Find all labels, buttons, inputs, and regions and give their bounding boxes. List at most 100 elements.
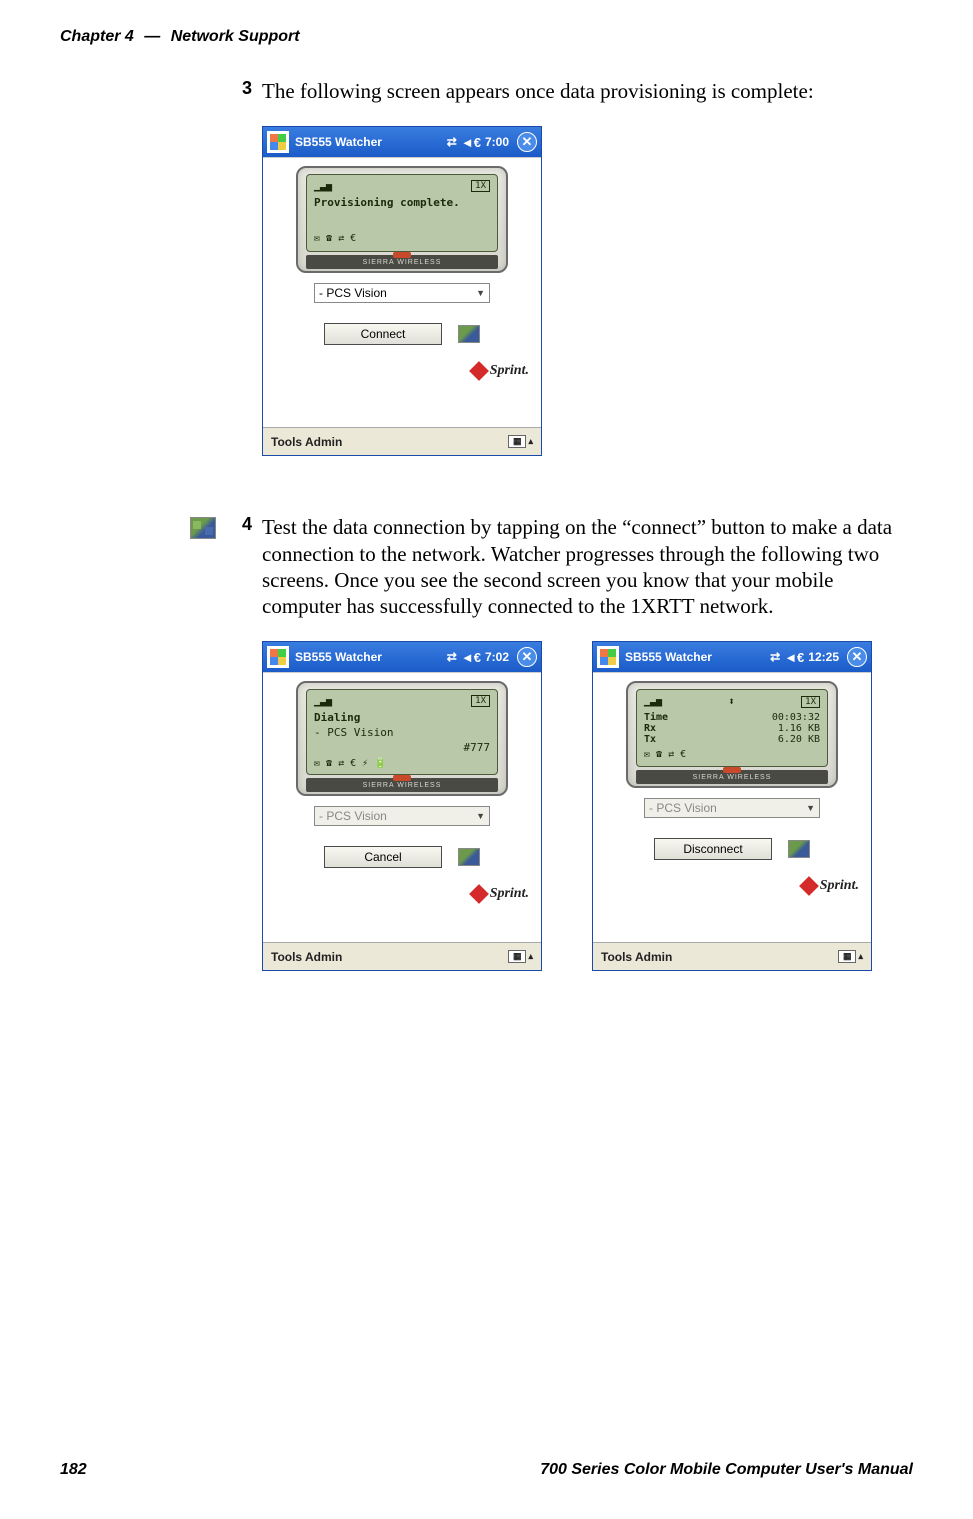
lcd-signal-row: ▁▃▅ 1X — [314, 180, 490, 192]
lcd-status-text: Dialing — [314, 711, 490, 724]
speaker-icon[interactable]: ◄€ — [461, 135, 481, 150]
disconnect-button[interactable]: Disconnect — [654, 838, 772, 860]
stats-time-row: Time 00:03:32 — [644, 712, 820, 723]
lcd-screen: ▁▃▅ ⬍ 1X Time 00:03:32 Rx 1.16 KB — [636, 689, 828, 767]
stats-rx-row: Rx 1.16 KB — [644, 723, 820, 734]
lcd-panel: ▁▃▅ ⬍ 1X Time 00:03:32 Rx 1.16 KB — [626, 681, 838, 788]
sprint-diamond-icon — [469, 361, 489, 381]
sprint-label: Sprint. — [490, 363, 529, 379]
manual-title: 700 Series Color Mobile Computer User's … — [540, 1461, 913, 1479]
sprint-diamond-icon — [799, 876, 819, 896]
window-title: SB555 Watcher — [625, 650, 770, 664]
titlebar: SB555 Watcher ⇄ ◄€ 7:00 ✕ — [263, 127, 541, 157]
network-icon[interactable] — [458, 325, 480, 343]
lcd-bottom-icons: ✉ ☎ ⇄ € — [644, 749, 820, 760]
lcd-stats: Time 00:03:32 Rx 1.16 KB Tx 6.20 KB — [644, 712, 820, 745]
chapter-number: Chapter 4 — [60, 28, 134, 45]
screenshot-row: SB555 Watcher ⇄ ◄€ 7:02 ✕ ▁▃▅ 1X — [262, 641, 913, 971]
connection-dropdown[interactable]: - PCS Vision ▼ — [314, 283, 490, 303]
connection-icon[interactable]: ⇄ — [770, 650, 780, 664]
connection-icon[interactable]: ⇄ — [447, 650, 457, 664]
network-icon[interactable] — [788, 840, 810, 858]
menu-items[interactable]: Tools Admin — [271, 435, 342, 449]
network-icon — [190, 517, 216, 539]
connection-dropdown[interactable]: - PCS Vision ▼ — [314, 806, 490, 826]
sprint-label: Sprint. — [820, 878, 859, 894]
clock-text[interactable]: 12:25 — [808, 650, 839, 664]
time-label: Time — [644, 712, 668, 723]
up-arrow-icon[interactable]: ▴ — [858, 951, 863, 962]
lcd-line2: - PCS Vision — [314, 726, 490, 739]
dropdown-value: - PCS Vision — [649, 801, 717, 815]
close-button[interactable]: ✕ — [517, 132, 537, 152]
menubar-right: ▦ ▴ — [838, 950, 863, 963]
keyboard-icon[interactable]: ▦ — [508, 435, 527, 448]
lcd-signal-row: ▁▃▅ 1X — [314, 695, 490, 707]
window-body: ▁▃▅ ⬍ 1X Time 00:03:32 Rx 1.16 KB — [593, 672, 871, 942]
brand-label: SIERRA WIRELESS — [306, 778, 498, 792]
speaker-icon[interactable]: ◄€ — [461, 650, 481, 665]
step-icon-margin — [190, 517, 216, 539]
chapter-separator: — — [144, 28, 160, 45]
keyboard-icon[interactable]: ▦ — [838, 950, 857, 963]
window-title: SB555 Watcher — [295, 650, 447, 664]
connection-icon[interactable]: ⇄ — [447, 135, 457, 149]
page-footer: 182 700 Series Color Mobile Computer Use… — [60, 1461, 913, 1479]
window-body: ▁▃▅ 1X Dialing - PCS Vision #777 ✉ ☎ ⇄ €… — [263, 672, 541, 942]
window-body: ▁▃▅ 1X Provisioning complete. ✉ ☎ ⇄ € SI… — [263, 157, 541, 427]
cancel-button[interactable]: Cancel — [324, 846, 442, 868]
start-icon[interactable] — [267, 646, 289, 668]
titlebar: SB555 Watcher ⇄ ◄€ 12:25 ✕ — [593, 642, 871, 672]
button-row: Cancel — [324, 846, 480, 868]
titlebar: SB555 Watcher ⇄ ◄€ 7:02 ✕ — [263, 642, 541, 672]
start-icon[interactable] — [597, 646, 619, 668]
connection-dropdown[interactable]: - PCS Vision ▼ — [644, 798, 820, 818]
dropdown-value: - PCS Vision — [319, 286, 387, 300]
menubar-right: ▦ ▴ — [508, 950, 533, 963]
screenshot-provisioning-complete: SB555 Watcher ⇄ ◄€ 7:00 ✕ ▁▃▅ 1X — [262, 126, 913, 456]
clock-text[interactable]: 7:00 — [485, 135, 509, 149]
brand-label: SIERRA WIRELESS — [636, 770, 828, 784]
close-button[interactable]: ✕ — [517, 647, 537, 667]
menu-items[interactable]: Tools Admin — [601, 950, 672, 964]
menu-items[interactable]: Tools Admin — [271, 950, 342, 964]
screenshot-connected: SB555 Watcher ⇄ ◄€ 12:25 ✕ ▁▃▅ ⬍ — [592, 641, 872, 971]
clock-text[interactable]: 7:02 — [485, 650, 509, 664]
lcd-line3: #777 — [314, 741, 490, 754]
stats-tx-row: Tx 6.20 KB — [644, 734, 820, 745]
sprint-diamond-icon — [469, 884, 489, 904]
menubar-right: ▦ ▴ — [508, 435, 533, 448]
sprint-logo: Sprint. — [472, 886, 529, 902]
close-icon: ✕ — [522, 649, 533, 665]
step-text: The following screen appears once data p… — [262, 78, 814, 104]
titlebar-icons: ⇄ ◄€ 7:02 ✕ — [447, 647, 537, 667]
sprint-logo: Sprint. — [472, 363, 529, 379]
up-arrow-icon[interactable]: ▴ — [528, 951, 533, 962]
lcd-bottom-icons: ✉ ☎ ⇄ € — [314, 233, 490, 244]
antenna-icon: ▁▃▅ — [644, 696, 662, 707]
step-3: 3 The following screen appears once data… — [230, 78, 913, 104]
menubar: Tools Admin ▦ ▴ — [593, 942, 871, 970]
lcd-signal-row: ▁▃▅ ⬍ 1X — [644, 695, 820, 708]
close-icon: ✕ — [852, 649, 863, 665]
page-content: 3 The following screen appears once data… — [230, 78, 913, 971]
titlebar-icons: ⇄ ◄€ 7:00 ✕ — [447, 132, 537, 152]
step-4: 4 Test the data connection by tapping on… — [230, 514, 913, 619]
close-icon: ✕ — [522, 134, 533, 150]
lcd-status-text: Provisioning complete. — [314, 196, 490, 209]
connect-button[interactable]: Connect — [324, 323, 442, 345]
keyboard-icon[interactable]: ▦ — [508, 950, 527, 963]
antenna-icon: ▁▃▅ — [314, 181, 332, 192]
page-header: Chapter 4 — Network Support — [60, 28, 913, 46]
titlebar-icons: ⇄ ◄€ 12:25 ✕ — [770, 647, 867, 667]
close-button[interactable]: ✕ — [847, 647, 867, 667]
screenshot-dialing: SB555 Watcher ⇄ ◄€ 7:02 ✕ ▁▃▅ 1X — [262, 641, 542, 971]
network-icon[interactable] — [458, 848, 480, 866]
up-arrow-icon[interactable]: ▴ — [528, 436, 533, 447]
speaker-icon[interactable]: ◄€ — [784, 650, 804, 665]
sprint-logo: Sprint. — [802, 878, 859, 894]
step-text: Test the data connection by tapping on t… — [262, 514, 913, 619]
start-icon[interactable] — [267, 131, 289, 153]
lcd-bottom-icons: ✉ ☎ ⇄ € ⚡ 🔋 — [314, 758, 490, 769]
step-4-wrapper: 4 Test the data connection by tapping on… — [230, 514, 913, 619]
